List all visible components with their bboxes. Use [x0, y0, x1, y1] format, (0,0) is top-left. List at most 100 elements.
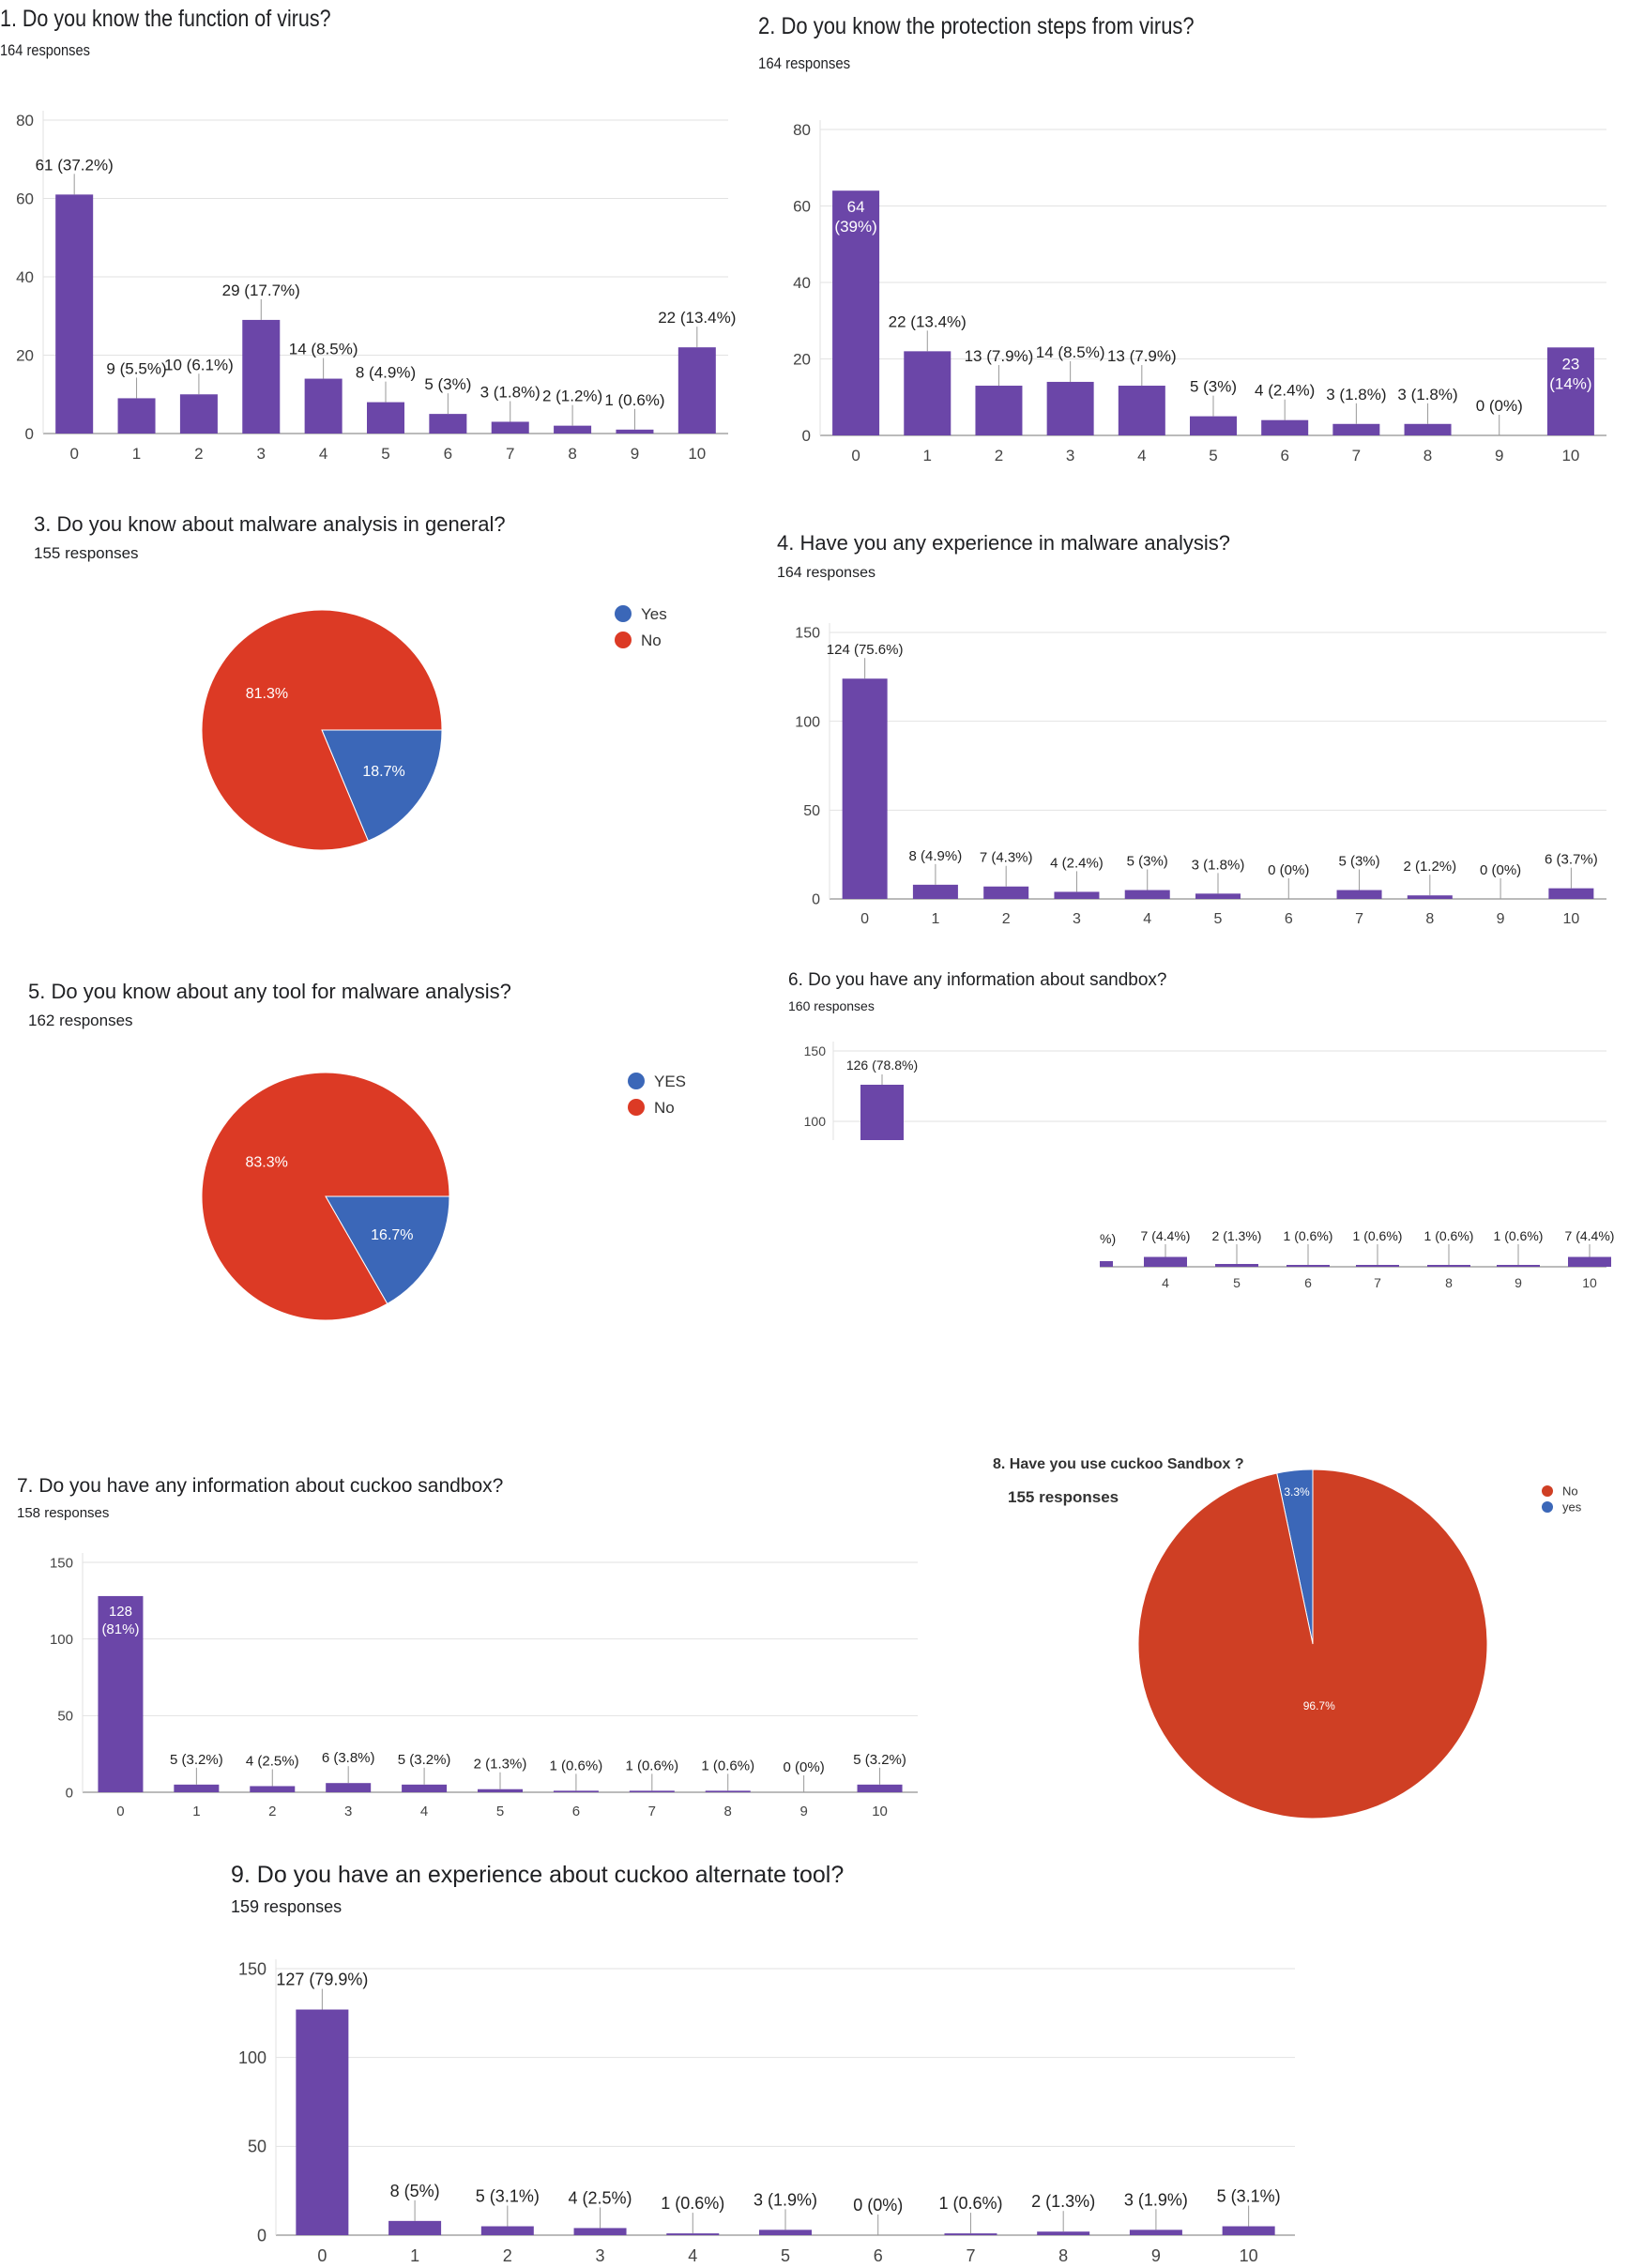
chart-6-data-label: 1 (0.6%): [1424, 1228, 1474, 1243]
chart-7-xtick: 10: [872, 1804, 888, 1819]
chart-3-slice: [321, 729, 443, 842]
chart-1-data-label: 2 (1.2%): [542, 388, 602, 405]
chart-1-data-label: 14 (8.5%): [289, 341, 358, 358]
chart-9-data-label: 1 (0.6%): [661, 2194, 724, 2213]
chart-4-ytick: 0: [812, 892, 820, 908]
chart-1-xtick: 6: [444, 445, 452, 463]
chart-9-title: 9. Do you have an experience about cucko…: [231, 1862, 845, 1888]
chart-3-slice: [201, 609, 443, 851]
chart-1-panel: 1. Do you know the function of virus? 16…: [0, 0, 751, 469]
chart-4-bar: [1195, 893, 1241, 899]
chart-4-svg: 0 50 100 150 0 124 (75.6%) 1 8 (4.9%) 2 7 (4.3%) 3…: [795, 623, 1606, 927]
chart-8-legend-marker: [1542, 1501, 1553, 1513]
chart-9-xtick: 10: [1240, 2246, 1258, 2265]
chart-7-data-label: 0 (0%): [784, 1759, 825, 1775]
chart-2-data-label: 14 (8.5%): [1036, 343, 1105, 361]
chart-9-data-label: 5 (3.1%): [476, 2187, 540, 2206]
chart-8-panel: 8. Have you use cuckoo Sandbox ? 155 res…: [993, 1456, 1274, 1531]
chart-3-legend-label: No: [641, 632, 662, 649]
chart-2-ytick: 80: [793, 121, 811, 139]
chart-7-data-label: 128: [109, 1604, 132, 1620]
chart-3-title: 3. Do you know about malware analysis in…: [34, 512, 506, 536]
chart-9-data-label: 0 (0%): [853, 2196, 903, 2215]
chart-3-legend-marker: [615, 632, 632, 648]
chart-9-responses: 159 responses: [231, 1897, 343, 1916]
chart-2-bar: [1261, 419, 1309, 435]
chart-4-bar: [1548, 888, 1594, 899]
chart-7-bar: [553, 1790, 599, 1792]
chart-1-data-label: 29 (17.7%): [222, 282, 300, 299]
chart-6-ytick: 100: [804, 1114, 827, 1129]
chart-7-bar: [705, 1790, 751, 1792]
chart-4-bar: [1336, 890, 1382, 899]
chart-3-panel: 3. Do you know about malware analysis in…: [34, 510, 728, 867]
chart-9-bar: [666, 2233, 720, 2235]
chart-8-legend-label: yes: [1562, 1500, 1582, 1515]
chart-7-svg: 0 50 100 150 0 128(81%) 1 5 (3.2%) 2 4 (2.5%) 3 6 (…: [50, 1553, 918, 1819]
chart-1-title: 1. Do you know the function of virus?: [0, 6, 331, 32]
chart-6-data-label: 1 (0.6%): [1353, 1228, 1403, 1243]
chart-9-xtick: 3: [596, 2246, 605, 2265]
chart-9-xtick: 4: [688, 2246, 697, 2265]
chart-1-bar: [554, 425, 592, 434]
chart-4-data-label: 8 (4.9%): [909, 848, 963, 864]
chart-1-data-label: 5 (3%): [424, 375, 471, 393]
chart-5-legend-marker: [628, 1099, 645, 1116]
chart-3-legend-label: Yes: [641, 605, 667, 623]
chart-7-data-label: 1 (0.6%): [701, 1758, 754, 1773]
chart-2-data-label: (39%): [834, 218, 876, 236]
chart-7-bar: [402, 1784, 448, 1792]
chart-6-data-label: %): [1100, 1231, 1116, 1246]
chart-9-data-label: 4 (2.5%): [569, 2188, 632, 2207]
chart-4-data-label: 124 (75.6%): [827, 642, 904, 658]
chart-1-ytick: 40: [16, 268, 34, 286]
chart-8-slice-label: 3.3%: [1284, 1485, 1310, 1499]
chart-2-data-label: 22 (13.4%): [889, 312, 967, 330]
chart-2-xtick: 10: [1561, 447, 1579, 464]
chart-9-data-label: 127 (79.9%): [276, 1971, 368, 1989]
chart-6-responses: 160 responses: [788, 998, 875, 1013]
chart-2-data-label: (14%): [1549, 374, 1591, 392]
chart-7-bar: [857, 1784, 903, 1792]
chart-4-ytick: 150: [795, 626, 820, 642]
chart-2-data-label: 3 (1.8%): [1326, 386, 1386, 403]
chart-4-xtick: 3: [1073, 911, 1081, 927]
chart-2-data-label: 23: [1561, 355, 1579, 373]
chart-2-xtick: 9: [1495, 447, 1503, 464]
chart-9-bar: [1037, 2231, 1090, 2235]
chart-9-data-label: 3 (1.9%): [754, 2190, 817, 2209]
chart-6-bar: [1356, 1265, 1399, 1267]
chart-7-data-label: 1 (0.6%): [550, 1758, 603, 1773]
chart-7-bar: [250, 1786, 296, 1792]
chart-9-data-label: 3 (1.9%): [1124, 2190, 1188, 2209]
chart-4-xtick: 8: [1425, 911, 1434, 927]
chart-7-data-label: 4 (2.5%): [246, 1753, 299, 1769]
chart-7-responses: 158 responses: [17, 1505, 110, 1521]
chart-4-bar: [912, 884, 958, 899]
chart-9-xtick: 1: [410, 2246, 419, 2265]
chart-2-xtick: 1: [923, 447, 932, 464]
chart-9-xtick: 5: [781, 2246, 790, 2265]
chart-2-ytick: 60: [793, 197, 811, 215]
chart-2-ytick: 20: [793, 350, 811, 368]
chart-2-panel: 2. Do you know the protection steps from…: [758, 0, 1603, 488]
chart-2-data-label: 13 (7.9%): [965, 347, 1034, 365]
chart-2-xtick: 8: [1423, 447, 1432, 464]
chart-9-bar: [1222, 2226, 1275, 2235]
chart-2-bar: [832, 190, 880, 435]
chart-9-data-label: 8 (5%): [390, 2182, 440, 2200]
chart-5-slice: [201, 1072, 450, 1321]
chart-2-bar: [1190, 416, 1237, 435]
chart-2-xtick: 0: [851, 447, 860, 464]
chart-4-data-label: 7 (4.3%): [980, 850, 1033, 866]
chart-6-xtick: 8: [1445, 1275, 1453, 1290]
chart-1-ytick: 20: [16, 346, 34, 364]
chart-2-xtick: 2: [995, 447, 1003, 464]
chart-6-bar: [1100, 1261, 1113, 1267]
chart-4-xtick: 5: [1214, 911, 1223, 927]
chart-5-slice-label: 83.3%: [245, 1155, 287, 1171]
chart-7-bar: [98, 1595, 144, 1792]
chart-4-data-label: 5 (3%): [1338, 854, 1379, 870]
